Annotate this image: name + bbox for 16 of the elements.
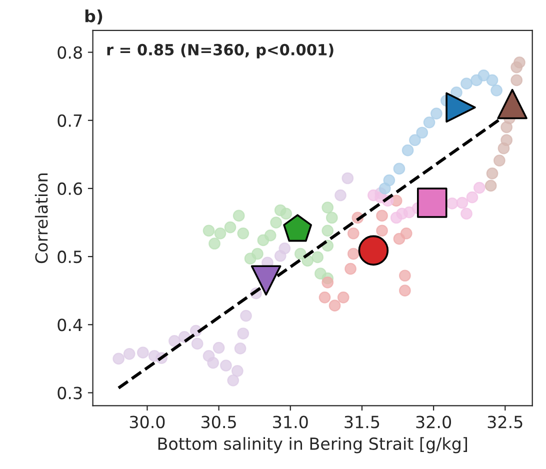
- y-tick-label: 0.6: [58, 182, 82, 196]
- chart-title: b): [85, 9, 102, 24]
- y-tick-label: 0.3: [58, 386, 82, 400]
- x-tick-label: 32.5: [488, 416, 522, 428]
- x-tick-label: 32.0: [416, 416, 452, 428]
- y-tick-label: 0.5: [58, 250, 82, 264]
- x-tick-label: 31.0: [273, 416, 308, 428]
- x-tick-label: 30.5: [202, 416, 236, 428]
- y-tick-label: 0.8: [58, 46, 82, 59]
- y-tick-label: 0.7: [58, 114, 82, 127]
- x-tick-label: 30.0: [130, 416, 165, 428]
- x-tick-label: 31.5: [344, 416, 380, 428]
- y-tick-label: 0.4: [58, 318, 82, 332]
- annotation: r = 0.85 (N=360, p<0.001): [107, 44, 334, 58]
- y-axis-title: Correlation: [34, 174, 48, 264]
- x-axis-title: Bottom salinity in Bering Strait [g/kg]: [158, 437, 467, 454]
